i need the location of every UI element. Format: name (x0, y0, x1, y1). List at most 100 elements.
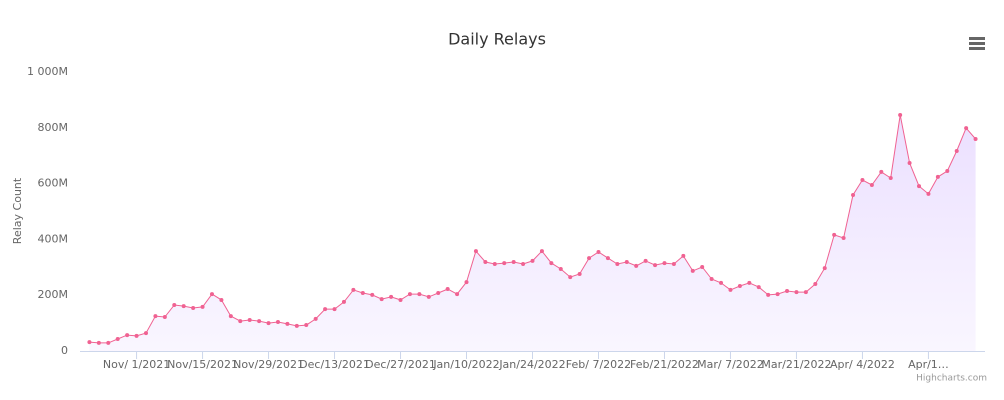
y-tick-label: 800M (38, 121, 69, 134)
marker (832, 232, 837, 237)
marker (125, 333, 130, 338)
marker (426, 294, 431, 299)
marker (445, 287, 450, 292)
menu-bar (969, 47, 985, 50)
marker (775, 292, 780, 297)
y-axis-title: Relay Count (11, 177, 24, 244)
x-tick-label: Apr/1… (908, 358, 949, 371)
marker (407, 292, 412, 297)
marker (257, 319, 262, 324)
marker (238, 319, 243, 324)
marker (879, 169, 884, 174)
marker (926, 191, 931, 196)
marker (935, 174, 940, 179)
marker (587, 256, 592, 261)
marker (106, 340, 111, 345)
x-tick-label: Feb/21/2022 (630, 358, 699, 371)
marker (379, 297, 384, 302)
marker (360, 290, 365, 295)
marker (690, 268, 695, 273)
marker (841, 236, 846, 241)
marker (275, 319, 280, 324)
marker (351, 287, 356, 292)
marker (162, 314, 167, 319)
marker (304, 323, 309, 328)
marker (473, 249, 478, 254)
chart-title: Daily Relays (448, 30, 546, 49)
marker (389, 294, 394, 299)
marker (332, 307, 337, 312)
x-tick-label: Jan/24/2022 (498, 358, 565, 371)
marker (681, 253, 686, 258)
y-tick-label: 1 000M (27, 65, 68, 78)
marker (851, 193, 856, 198)
marker (436, 290, 441, 295)
marker (803, 290, 808, 295)
x-tick-label: Nov/15/2021 (167, 358, 238, 371)
marker (643, 258, 648, 263)
marker (294, 323, 299, 328)
marker (285, 321, 290, 326)
marker (822, 266, 827, 271)
marker (511, 259, 516, 264)
x-tick-label: Nov/ 1/2021 (103, 358, 170, 371)
marker (605, 256, 610, 261)
marker (549, 261, 554, 266)
marker (624, 259, 629, 264)
x-tick-label: Dec/27/2021 (365, 358, 436, 371)
marker (813, 282, 818, 287)
y-tick-label: 600M (38, 177, 69, 190)
marker (219, 297, 224, 302)
marker (964, 126, 969, 131)
marker (247, 318, 252, 323)
marker (917, 184, 922, 189)
marker (596, 249, 601, 254)
menu-button[interactable] (969, 37, 985, 50)
marker (87, 340, 92, 345)
marker (96, 340, 101, 345)
marker (577, 271, 582, 276)
marker (455, 292, 460, 297)
x-tick-label: Mar/21/2022 (761, 358, 831, 371)
marker (709, 277, 714, 282)
area (89, 115, 976, 351)
marker (313, 316, 318, 321)
y-tick-label: 200M (38, 288, 69, 301)
marker (766, 292, 771, 297)
marker (115, 337, 120, 342)
x-tick-label: Apr/ 4/2022 (830, 358, 895, 371)
marker (134, 333, 139, 338)
marker (671, 261, 676, 266)
marker (323, 307, 328, 312)
marker (492, 261, 497, 266)
marker (483, 259, 488, 264)
x-tick-label: Mar/ 7/2022 (697, 358, 764, 371)
marker (172, 302, 177, 307)
marker (521, 261, 526, 266)
marker (860, 177, 865, 182)
menu-bar (969, 42, 985, 45)
marker (181, 304, 186, 309)
marker (191, 306, 196, 311)
marker (785, 289, 790, 294)
marker (558, 266, 563, 271)
marker (700, 265, 705, 270)
marker (502, 261, 507, 266)
marker (907, 160, 912, 165)
marker (568, 275, 573, 280)
marker (153, 314, 158, 319)
x-tick-label: Nov/29/2021 (233, 358, 304, 371)
marker (634, 263, 639, 268)
marker (898, 112, 903, 117)
marker (341, 299, 346, 304)
marker (794, 290, 799, 295)
y-tick-label: 400M (38, 232, 69, 245)
marker (973, 136, 978, 141)
marker (719, 280, 724, 285)
marker (662, 261, 667, 266)
marker (954, 148, 959, 153)
x-tick-label: Feb/ 7/2022 (566, 358, 631, 371)
marker (945, 169, 950, 174)
marker (756, 285, 761, 290)
